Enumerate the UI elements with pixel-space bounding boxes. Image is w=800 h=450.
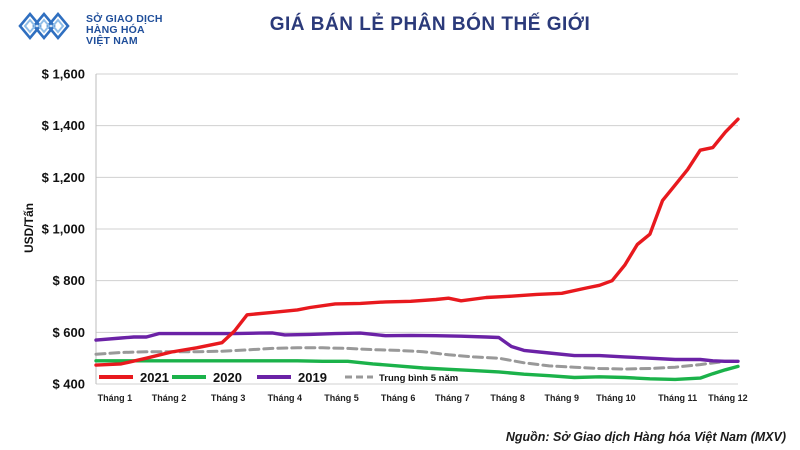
logo-line-1: SỞ GIAO DỊCH — [86, 13, 163, 25]
x-tick-label: Tháng 4 — [268, 393, 303, 403]
y-tick-label: $ 800 — [52, 273, 85, 288]
y-tick-label: $ 1,200 — [42, 170, 85, 185]
legend-label: 2019 — [298, 370, 327, 385]
x-tick-label: Tháng 1 — [98, 393, 133, 403]
series-line-2021 — [94, 117, 740, 367]
y-tick-label: $ 1,000 — [42, 222, 85, 237]
x-tick-label: Tháng 2 — [152, 393, 187, 403]
x-tick-label: Tháng 3 — [211, 393, 246, 403]
logo-line-3: VIỆT NAM — [86, 35, 138, 47]
y-axis-label: USD/Tấn — [22, 203, 36, 253]
x-tick-label: Tháng 6 — [381, 393, 416, 403]
y-tick-label: $ 1,400 — [42, 118, 85, 133]
x-axis-ticks: Tháng 1 Tháng 2 Tháng 3 Tháng 4 Tháng 5 Tháng… — [98, 393, 748, 403]
x-tick-label: Tháng 12 — [708, 393, 748, 403]
x-tick-label: Tháng 11 — [658, 393, 697, 403]
legend-label: Trung bình 5 năm — [379, 373, 458, 384]
chart-title: GIÁ BÁN LẺ PHÂN BÓN THẾ GIỚI — [269, 14, 591, 35]
series-lines — [94, 117, 740, 382]
legend: 2021 2020 2019 Trung bình 5 năm — [99, 370, 458, 385]
exchange-logo: SỞ GIAO DỊCH HÀNG HÓA VIỆT NAM — [8, 6, 178, 47]
source-note: Nguồn: Sở Giao dịch Hàng hóa Việt Nam (M… — [505, 430, 786, 444]
x-tick-label: Tháng 8 — [490, 393, 525, 403]
y-tick-label: $ 600 — [52, 325, 85, 340]
logo-text: SỞ GIAO DỊCH HÀNG HÓA VIỆT NAM — [86, 14, 163, 47]
gridlines — [95, 73, 738, 385]
x-tick-label: Tháng 5 — [324, 393, 359, 403]
x-tick-label: Tháng 7 — [435, 393, 470, 403]
series-line-2020 — [94, 359, 740, 382]
legend-label: 2020 — [213, 370, 242, 385]
x-tick-label: Tháng 9 — [545, 393, 580, 403]
y-tick-label: $ 1,600 — [42, 67, 85, 82]
y-tick-label: $ 400 — [52, 377, 85, 392]
logo-mark-icon — [18, 11, 70, 41]
series-line-5yr-avg — [94, 346, 740, 371]
y-axis-ticks: $ 400 $ 600 $ 800 $ 1,000 $ 1,200 $ 1,400 $ 1,… — [42, 67, 85, 392]
x-tick-label: Tháng 10 — [596, 393, 636, 403]
series-line-2019 — [94, 331, 740, 363]
legend-label: 2021 — [140, 370, 169, 385]
logo-line-2: HÀNG HÓA — [86, 24, 145, 36]
